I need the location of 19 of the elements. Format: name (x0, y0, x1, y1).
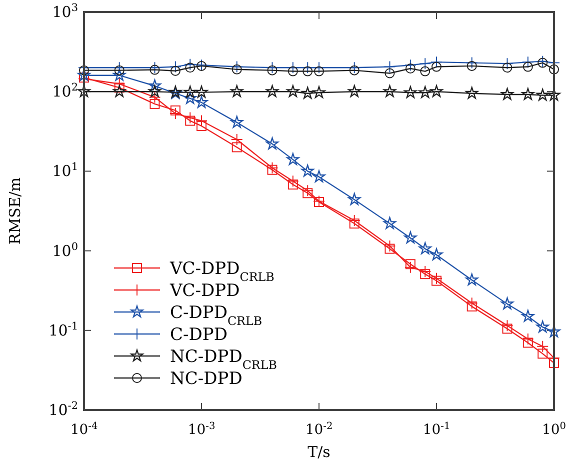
legend-label: C-DPD$_{CRLB}$ (170, 303, 262, 328)
y-axis-title: RMSE/m (6, 177, 24, 245)
legend-label: NC-DPD (170, 369, 242, 389)
x-tick-label: 10$^{0}$ (542, 420, 566, 438)
y-tick-label: 10$^{3}$ (52, 2, 78, 21)
x-tick-label: 10$^{-4}$ (70, 420, 98, 438)
x-tick-label: 10$^{-2}$ (305, 420, 333, 438)
legend-label: VC-DPD (169, 281, 240, 301)
y-tick-label: 10$^{0}$ (52, 240, 78, 260)
x-tick-label: 10$^{-1}$ (422, 420, 450, 438)
y-tick-label: 10$^{-2}$ (48, 400, 78, 419)
legend-label: C-DPD (170, 325, 228, 345)
y-tick-label: 10$^{-1}$ (48, 320, 78, 340)
legend-label: VC-DPD$_{CRLB}$ (169, 259, 275, 284)
x-axis-title: T/s (308, 443, 330, 461)
legend-label: NC-DPD$_{CRLB}$ (170, 347, 278, 372)
y-tick-label: 10$^{2}$ (52, 82, 78, 101)
x-tick-label: 10$^{-3}$ (188, 420, 216, 438)
y-tick-label: 10$^{1}$ (52, 161, 78, 180)
